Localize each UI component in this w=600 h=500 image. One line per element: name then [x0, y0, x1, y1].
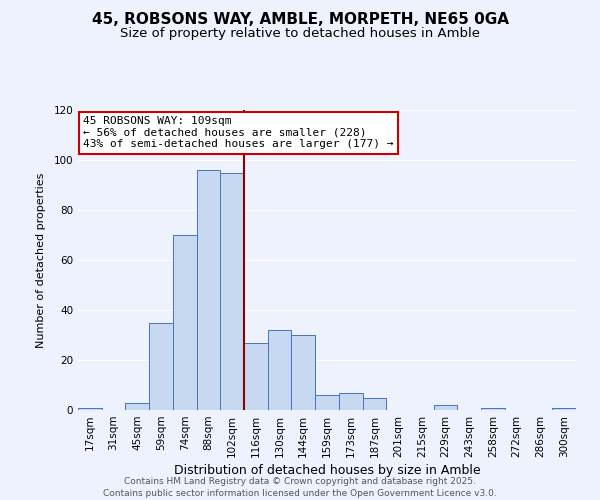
Bar	[339, 392, 362, 410]
Bar	[434, 405, 457, 410]
Bar	[315, 395, 339, 410]
Text: Contains public sector information licensed under the Open Government Licence v3: Contains public sector information licen…	[103, 489, 497, 498]
Bar	[292, 335, 315, 410]
Bar	[362, 398, 386, 410]
Bar	[220, 172, 244, 410]
Text: Contains HM Land Registry data © Crown copyright and database right 2025.: Contains HM Land Registry data © Crown c…	[124, 478, 476, 486]
Bar	[125, 402, 149, 410]
Bar	[149, 322, 173, 410]
Bar	[244, 342, 268, 410]
Bar	[197, 170, 220, 410]
Bar	[481, 408, 505, 410]
X-axis label: Distribution of detached houses by size in Amble: Distribution of detached houses by size …	[173, 464, 481, 477]
Y-axis label: Number of detached properties: Number of detached properties	[37, 172, 46, 348]
Bar	[268, 330, 292, 410]
Bar	[78, 408, 102, 410]
Bar	[552, 408, 576, 410]
Bar	[173, 235, 197, 410]
Text: 45 ROBSONS WAY: 109sqm
← 56% of detached houses are smaller (228)
43% of semi-de: 45 ROBSONS WAY: 109sqm ← 56% of detached…	[83, 116, 394, 149]
Text: Size of property relative to detached houses in Amble: Size of property relative to detached ho…	[120, 28, 480, 40]
Text: 45, ROBSONS WAY, AMBLE, MORPETH, NE65 0GA: 45, ROBSONS WAY, AMBLE, MORPETH, NE65 0G…	[91, 12, 509, 28]
